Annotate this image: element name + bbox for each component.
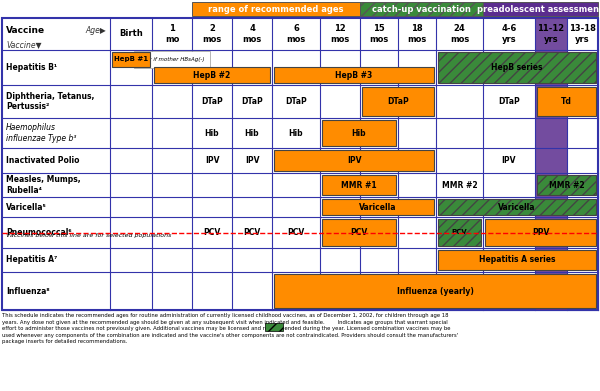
Text: Varicella: Varicella	[359, 203, 397, 212]
Bar	[154, 67, 270, 83]
Bar	[537, 87, 596, 116]
Bar	[265, 323, 283, 331]
Text: DTaP: DTaP	[285, 97, 307, 106]
Bar	[537, 175, 596, 195]
Text: IPV: IPV	[502, 156, 516, 165]
Bar	[438, 250, 596, 270]
Text: HepB #3: HepB #3	[335, 70, 373, 79]
Text: Hepatitis A series: Hepatitis A series	[479, 255, 555, 264]
Text: HepB series: HepB series	[491, 63, 543, 72]
Text: 15
mos: 15 mos	[370, 24, 389, 44]
Text: This schedule indicates the recommended ages for routine administration of curre: This schedule indicates the recommended …	[2, 313, 458, 344]
Bar	[192, 2, 360, 16]
Text: Hib: Hib	[352, 129, 367, 138]
Text: DTaP: DTaP	[387, 97, 409, 106]
Bar	[485, 219, 596, 246]
Text: Varicella⁵: Varicella⁵	[6, 203, 47, 212]
Text: 13-18
yrs: 13-18 yrs	[569, 24, 596, 44]
Text: HepB #1: HepB #1	[114, 57, 148, 63]
Bar	[322, 120, 396, 146]
Text: HepB #2: HepB #2	[193, 70, 230, 79]
Text: 1
mo: 1 mo	[165, 24, 179, 44]
Text: Hib: Hib	[245, 129, 259, 138]
Bar	[535, 18, 567, 310]
Bar	[274, 67, 434, 83]
Text: Birth: Birth	[119, 29, 143, 38]
Text: only if mother HBsAg(-): only if mother HBsAg(-)	[140, 57, 204, 62]
Text: range of recommended ages: range of recommended ages	[208, 5, 344, 14]
Text: Diphtheria, Tetanus,
Pertussis²: Diphtheria, Tetanus, Pertussis²	[6, 92, 94, 111]
Text: DTaP: DTaP	[498, 97, 520, 106]
Text: IPV: IPV	[245, 156, 259, 165]
Text: MMR #2: MMR #2	[548, 181, 584, 190]
Text: Inactivated Polio: Inactivated Polio	[6, 156, 79, 165]
Text: 18
mos: 18 mos	[407, 24, 427, 44]
Text: Hepatitis A⁷: Hepatitis A⁷	[6, 255, 58, 264]
Bar	[360, 2, 483, 16]
Text: IPV: IPV	[347, 156, 361, 165]
Text: PCV: PCV	[452, 230, 467, 235]
Text: PCV: PCV	[350, 228, 368, 237]
Text: Hepatitis B¹: Hepatitis B¹	[6, 63, 57, 72]
Text: Vaccines below this line are for selected populations: Vaccines below this line are for selecte…	[6, 233, 172, 239]
Text: PCV: PCV	[203, 228, 221, 237]
Text: DTaP: DTaP	[201, 97, 223, 106]
Text: Hib: Hib	[289, 129, 304, 138]
Text: IPV: IPV	[205, 156, 219, 165]
Text: 11-12
yrs: 11-12 yrs	[538, 24, 565, 44]
Bar	[274, 150, 434, 171]
Text: Influenza⁸: Influenza⁸	[6, 287, 50, 296]
Text: MMR #1: MMR #1	[341, 181, 377, 190]
Bar	[322, 199, 434, 215]
Text: Varicella: Varicella	[498, 203, 536, 212]
Text: Vaccine: Vaccine	[6, 26, 45, 35]
Bar	[438, 52, 596, 83]
Bar	[274, 274, 596, 308]
Text: Influenza (yearly): Influenza (yearly)	[397, 287, 473, 296]
Bar	[112, 52, 150, 67]
Text: Haemophilus
influenzae Type b³: Haemophilus influenzae Type b³	[6, 123, 76, 143]
Text: MMR #2: MMR #2	[442, 181, 478, 190]
Bar	[322, 219, 396, 246]
Text: catch-up vaccination: catch-up vaccination	[372, 5, 471, 14]
Bar	[2, 18, 598, 310]
Text: Td: Td	[561, 97, 572, 106]
Text: 4
mos: 4 mos	[242, 24, 262, 44]
Text: 6
mos: 6 mos	[286, 24, 305, 44]
Text: Measles, Mumps,
Rubella⁴: Measles, Mumps, Rubella⁴	[6, 175, 80, 195]
Text: 2
mos: 2 mos	[202, 24, 221, 44]
Text: 24
mos: 24 mos	[450, 24, 469, 44]
Text: PPV: PPV	[532, 228, 549, 237]
Text: 4-6
yrs: 4-6 yrs	[502, 24, 517, 44]
Text: PCV: PCV	[244, 228, 260, 237]
Text: Pneumococcal⁶: Pneumococcal⁶	[6, 228, 71, 237]
Text: 12
mos: 12 mos	[331, 24, 350, 44]
Bar	[438, 219, 481, 246]
Text: Hib: Hib	[205, 129, 220, 138]
Text: Vaccine▼: Vaccine▼	[6, 40, 41, 49]
Text: preadolescent assessment: preadolescent assessment	[478, 5, 600, 14]
Text: PCV: PCV	[287, 228, 305, 237]
Bar	[322, 175, 396, 195]
Text: Age▶: Age▶	[85, 26, 106, 35]
Bar	[362, 87, 434, 116]
Text: DTaP: DTaP	[241, 97, 263, 106]
Bar	[438, 199, 596, 215]
Bar	[483, 2, 598, 16]
